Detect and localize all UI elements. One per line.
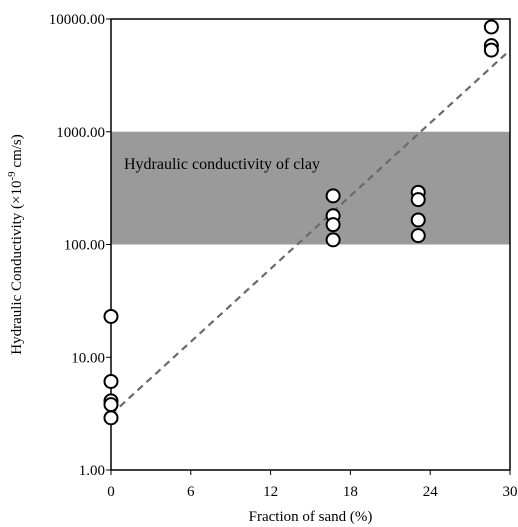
data-point <box>325 232 341 248</box>
x-tick-label: 6 <box>187 484 195 500</box>
data-point <box>410 212 426 228</box>
y-axis-title-suffix: cm/s) <box>9 134 25 171</box>
data-point <box>103 373 119 389</box>
y-axis-title-prefix: Hydraulic Conductivity (×10 <box>9 180 25 354</box>
x-tick-label: 0 <box>107 484 115 500</box>
y-axis-title-exponent: -9 <box>6 171 18 181</box>
data-point <box>325 188 341 204</box>
y-axis-title: Hydraulic Conductivity (×10-9 cm/s) <box>6 134 25 355</box>
data-point <box>483 42 499 58</box>
y-tick-label: 10.00 <box>71 350 105 366</box>
data-point <box>483 19 499 35</box>
clay-band <box>111 131 510 245</box>
y-tick-label: 100.00 <box>64 238 105 254</box>
y-tick-label: 10000.00 <box>49 12 105 28</box>
x-tick-label: 12 <box>263 484 278 500</box>
trendline <box>110 49 511 416</box>
x-axis-title: Fraction of sand (%) <box>249 509 373 525</box>
data-point <box>103 397 119 413</box>
data-point <box>325 217 341 233</box>
x-tick-label: 24 <box>423 484 439 500</box>
data-point <box>410 228 426 244</box>
x-tick-label: 30 <box>503 484 518 500</box>
y-tick-label: 1.00 <box>79 463 105 479</box>
data-point <box>410 192 426 208</box>
y-tick-label: 1000.00 <box>56 125 105 141</box>
band-label: Hydraulic conductivity of clay <box>124 156 320 173</box>
x-tick-label: 18 <box>343 484 358 500</box>
data-point <box>103 308 119 324</box>
data-point <box>103 410 119 426</box>
